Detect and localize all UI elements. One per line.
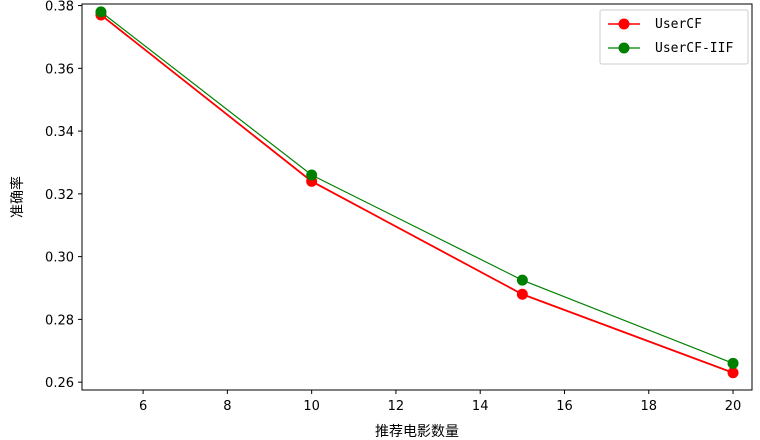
legend: UserCF UserCF-IIF — [599, 9, 749, 65]
x-tick-label: 10 — [303, 399, 320, 414]
legend-label-usercf-iif: UserCF-IIF — [655, 41, 733, 56]
x-tick-label: 20 — [725, 399, 742, 414]
x-axis: 6 8 10 12 14 16 18 20 — [139, 390, 741, 414]
x-tick-label: 6 — [139, 399, 147, 414]
y-axis-label: 准确率 — [9, 176, 26, 218]
series-line-usercf — [100, 14, 734, 374]
legend-marker-usercf — [618, 18, 630, 30]
data-point-usercf-iif — [516, 274, 528, 286]
x-tick-label: 14 — [472, 399, 489, 414]
series-layer — [95, 6, 739, 379]
y-tick-label: 0.36 — [45, 62, 74, 77]
y-tick-label: 0.32 — [45, 188, 74, 203]
data-point-usercf — [727, 367, 739, 379]
y-tick-label: 0.30 — [45, 251, 74, 266]
y-axis: 0.26 0.28 0.30 0.32 0.34 0.36 0.38 — [45, 0, 82, 391]
data-point-usercf — [516, 288, 528, 300]
plot-frame — [81, 3, 753, 391]
x-tick-label: 8 — [223, 399, 231, 414]
y-tick-label: 0.38 — [45, 0, 74, 15]
y-tick-label: 0.28 — [45, 313, 74, 328]
data-point-usercf-iif — [727, 357, 739, 369]
x-axis-label: 推荐电影数量 — [375, 424, 459, 440]
legend-label-usercf: UserCF — [655, 17, 702, 32]
legend-marker-usercf-iif — [618, 42, 630, 54]
data-point-usercf-iif — [95, 6, 107, 18]
x-tick-label: 12 — [388, 399, 405, 414]
x-tick-label: 16 — [556, 399, 573, 414]
x-tick-label: 18 — [640, 399, 657, 414]
plot-area — [82, 4, 752, 390]
y-tick-label: 0.34 — [45, 125, 74, 140]
series-line-usercf-iif — [100, 11, 734, 364]
data-point-usercf-iif — [306, 169, 318, 181]
y-tick-label: 0.26 — [45, 376, 74, 391]
